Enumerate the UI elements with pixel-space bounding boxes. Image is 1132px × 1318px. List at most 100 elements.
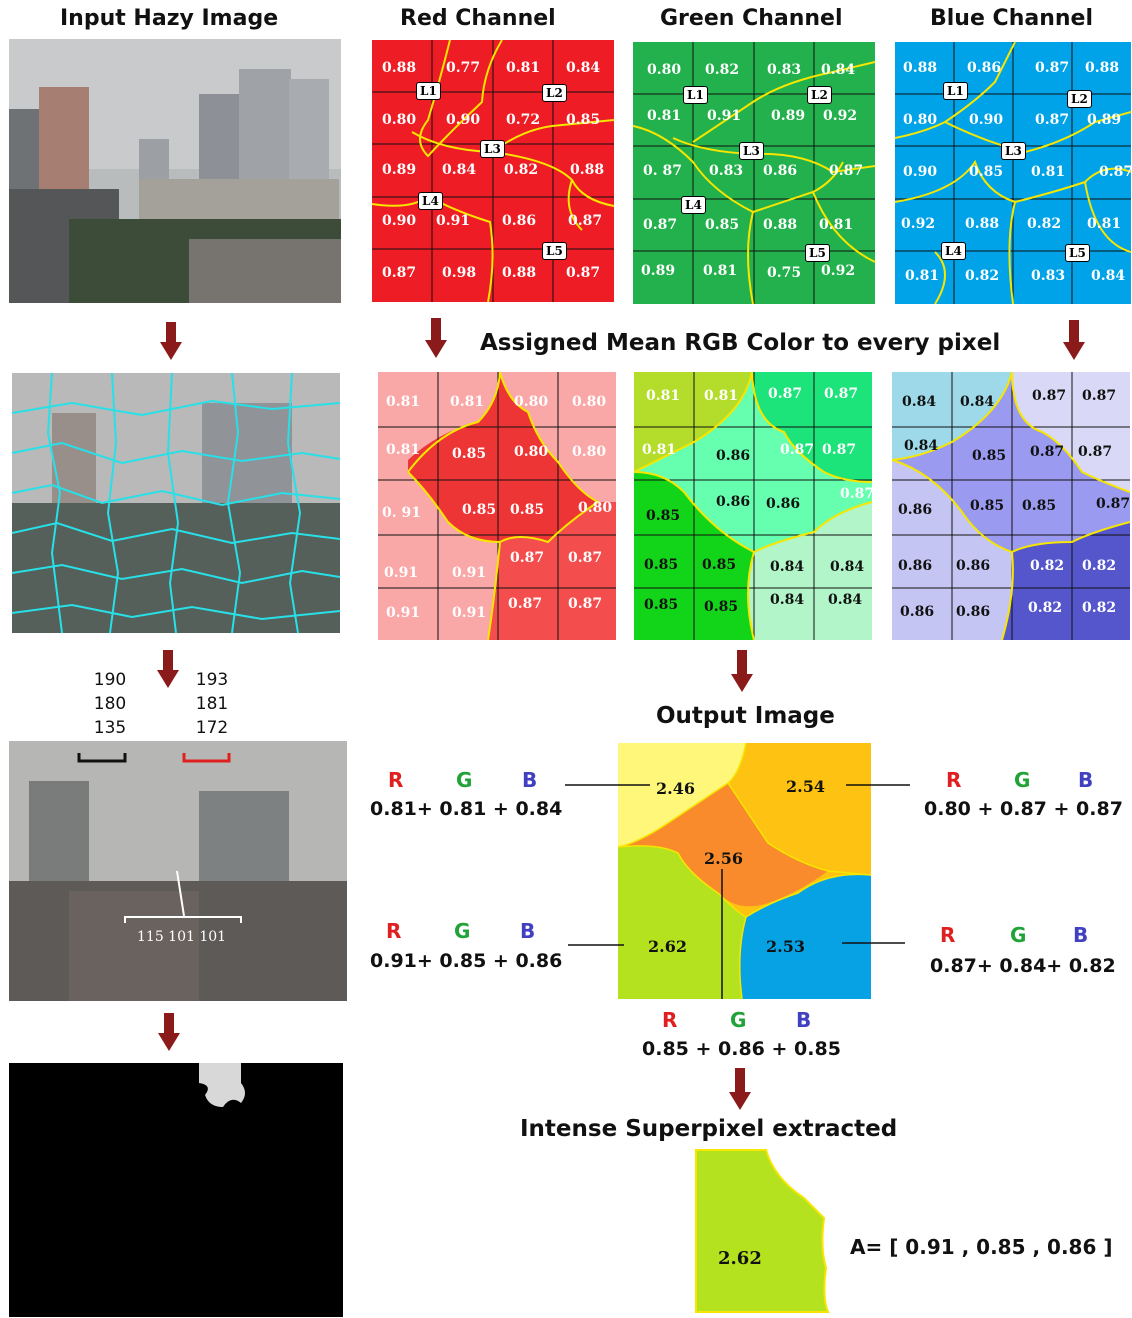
red-cell: 0.85 bbox=[566, 112, 601, 128]
region-label-l4: L4 bbox=[418, 192, 443, 210]
blue-mean-cell: 0.86 bbox=[898, 558, 933, 574]
blue-mean-grid: 0.84 0.84 0.87 0.87 0.84 0.85 0.87 0.87 … bbox=[892, 372, 1130, 640]
red-mean-cell: 0.91 bbox=[452, 565, 487, 581]
green-mean-cell: 0.81 bbox=[646, 388, 681, 404]
green-cell: 0.81 bbox=[819, 217, 854, 233]
red-cell: 0.88 bbox=[502, 265, 537, 281]
blue-channel-grid: 0.88 0.86 0.87 0.88 0.80 0.90 0.87 0.89 … bbox=[895, 42, 1131, 304]
red-mean-cell: 0.80 bbox=[572, 394, 607, 410]
region-label-l5: L5 bbox=[542, 242, 567, 260]
region-label-l2: L2 bbox=[542, 84, 567, 102]
region-label-l3: L3 bbox=[739, 142, 764, 160]
red-mean-cell: 0.80 bbox=[514, 394, 549, 410]
green-mean-cell: 0.86 bbox=[716, 494, 751, 510]
green-cell: 0. 87 bbox=[643, 163, 682, 179]
red-cell: 0.87 bbox=[568, 213, 603, 229]
green-mean-cell: 0.85 bbox=[646, 508, 681, 524]
green-mean-cell: 0.84 bbox=[828, 592, 863, 608]
blue-cell: 0.92 bbox=[901, 216, 936, 232]
green-mean-cell: 0.84 bbox=[830, 559, 865, 575]
arrow-down-icon bbox=[158, 1013, 180, 1057]
red-mean-cell: 0.85 bbox=[452, 446, 487, 462]
letter-b: B bbox=[520, 919, 536, 943]
red-mean-cell: 0.87 bbox=[508, 596, 543, 612]
blue-cell: 0.82 bbox=[1027, 216, 1062, 232]
center-pixel-value: 115 101 101 bbox=[137, 929, 227, 945]
arrow-down-icon bbox=[731, 650, 753, 698]
green-mean-grid: 0.81 0.81 0.87 0.87 0.81 0.86 0.87 0.87 … bbox=[634, 372, 872, 640]
blue-cell: 0.88 bbox=[1085, 60, 1120, 76]
green-mean-cell: 0.81 bbox=[704, 388, 739, 404]
header-red-channel: Red Channel bbox=[400, 6, 556, 31]
red-cell: 0.88 bbox=[382, 60, 417, 76]
red-mean-cell: 0.81 bbox=[386, 442, 421, 458]
pixel-value-right-b: 172 bbox=[195, 718, 229, 738]
region-label-l5: L5 bbox=[805, 244, 830, 262]
blue-mean-cell: 0.82 bbox=[1082, 600, 1117, 616]
region-label-l1: L1 bbox=[943, 82, 968, 100]
sum-top-left: 0.81+ 0.81 + 0.84 bbox=[370, 798, 563, 820]
red-cell: 0.91 bbox=[436, 213, 471, 229]
green-mean-cell: 0.85 bbox=[702, 557, 737, 573]
region-label-l1: L1 bbox=[683, 86, 708, 104]
blue-mean-cell: 0.87 bbox=[1078, 444, 1113, 460]
green-cell: 0.86 bbox=[763, 163, 798, 179]
green-cell: 0.92 bbox=[821, 263, 856, 279]
green-mean-cell: 0.85 bbox=[704, 599, 739, 615]
sum-bottom-left: 0.91+ 0.85 + 0.86 bbox=[370, 950, 563, 972]
red-mean-cell: 0.87 bbox=[510, 550, 545, 566]
input-hazy-image bbox=[9, 39, 341, 303]
blue-cell: 0.88 bbox=[965, 216, 1000, 232]
blue-cell: 0.90 bbox=[903, 164, 938, 180]
blue-cell: 0.81 bbox=[1087, 216, 1122, 232]
green-cell: 0.89 bbox=[641, 263, 676, 279]
red-cell: 0.89 bbox=[382, 162, 417, 178]
arrow-down-icon bbox=[160, 322, 182, 366]
green-mean-cell: 0.85 bbox=[644, 597, 679, 613]
red-mean-cell: 0.80 bbox=[578, 500, 613, 516]
green-mean-cell: 0.87 bbox=[840, 486, 872, 502]
letter-r: R bbox=[388, 768, 404, 792]
red-cell: 0.87 bbox=[566, 265, 601, 281]
red-mean-cell: 0.85 bbox=[462, 502, 497, 518]
header-input-hazy-image: Input Hazy Image bbox=[60, 6, 279, 31]
region-label-l4: L4 bbox=[941, 242, 966, 260]
red-mean-cell: 0.91 bbox=[386, 605, 421, 621]
arrow-down-icon bbox=[425, 318, 447, 364]
green-mean-cell: 0.84 bbox=[770, 592, 805, 608]
green-mean-cell: 0.87 bbox=[824, 386, 859, 402]
superpixel-segmented-image bbox=[12, 373, 340, 633]
blue-mean-cell: 0.87 bbox=[1096, 496, 1130, 512]
sum-bottom-right: 0.87+ 0.84+ 0.82 bbox=[930, 955, 1116, 977]
blue-cell: 0.82 bbox=[965, 268, 1000, 284]
letter-b: B bbox=[1073, 923, 1089, 947]
red-cell: 0.98 bbox=[442, 265, 477, 281]
pixel-value-right-g: 181 bbox=[195, 694, 229, 714]
region-label-l1: L1 bbox=[416, 82, 441, 100]
green-mean-cell: 0.81 bbox=[642, 442, 677, 458]
green-cell: 0.91 bbox=[707, 108, 742, 124]
letter-r: R bbox=[946, 768, 962, 792]
red-channel-grid: 0.88 0.77 0.81 0.84 0.80 0.90 0.72 0.85 … bbox=[372, 40, 614, 302]
blue-cell: 0.80 bbox=[903, 112, 938, 128]
green-cell: 0.84 bbox=[821, 62, 856, 78]
region-label-l2: L2 bbox=[807, 86, 832, 104]
mean-color-superpixel-image: 115 101 101 bbox=[9, 741, 347, 1001]
green-cell: 0.82 bbox=[705, 62, 740, 78]
blue-mean-cell: 0.87 bbox=[1030, 444, 1065, 460]
letter-g: G bbox=[1010, 923, 1027, 947]
green-mean-cell: 0.87 bbox=[768, 386, 803, 402]
letter-b: B bbox=[522, 768, 538, 792]
blue-cell: 0.90 bbox=[969, 112, 1004, 128]
red-mean-cell: 0. 91 bbox=[382, 505, 421, 521]
red-cell: 0.86 bbox=[502, 213, 537, 229]
pixel-value-left-r: 190 bbox=[93, 670, 127, 690]
red-cell: 0.90 bbox=[446, 112, 481, 128]
blue-cell: 0.88 bbox=[903, 60, 938, 76]
green-cell: 0.87 bbox=[643, 217, 678, 233]
intense-superpixel-shape: 2.62 bbox=[694, 1148, 834, 1314]
blue-mean-cell: 0.87 bbox=[1082, 388, 1117, 404]
output-region-value-bottom-right: 2.53 bbox=[766, 937, 805, 956]
red-mean-cell: 0.80 bbox=[514, 444, 549, 460]
